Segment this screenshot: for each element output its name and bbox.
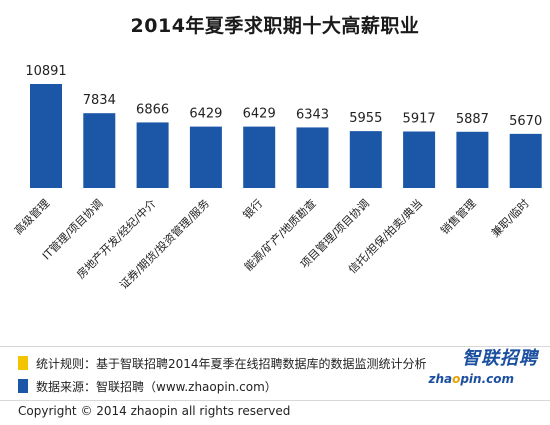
bar-1: [83, 113, 116, 188]
value-label-1: 7834: [83, 93, 116, 108]
value-label-3: 6429: [189, 107, 222, 122]
category-label-8: 销售管理: [438, 196, 479, 237]
bars-group: [30, 84, 542, 188]
chart-title: 2014年夏季求职期十大高薪职业: [130, 15, 420, 37]
legend-swatch-blue: [18, 379, 28, 393]
logo-domain-dot: o: [452, 372, 461, 386]
category-label-4: 银行: [240, 196, 265, 221]
legend-text-source: 数据来源：智联招聘（www.zhaopin.com）: [36, 379, 277, 394]
bar-7: [403, 131, 436, 188]
logo-domain-suffix: pin.com: [460, 372, 514, 386]
bar-3: [189, 126, 222, 188]
value-labels-group: 10891 7834 6866 6429 6429 6343 5955 5917 5887 567…: [25, 64, 542, 129]
value-label-0: 10891: [25, 64, 66, 79]
bar-chart: 10891 7834 6866 6429 6429 6343 5955 5917 5887 567…: [11, 64, 542, 292]
category-label-0: 高级管理: [11, 196, 52, 237]
copyright-text: Copyright © 2014 zhaopin all rights rese…: [18, 404, 291, 418]
bar-5: [296, 127, 329, 188]
logo-brand: 智联招聘: [462, 348, 538, 369]
value-label-9: 5670: [509, 114, 542, 129]
bar-0: [30, 84, 62, 188]
value-label-7: 5917: [403, 111, 436, 126]
value-label-4: 6429: [243, 107, 276, 122]
zhaopin-logo: 智联招聘 zhaopin.com: [428, 344, 538, 404]
bar-2: [136, 122, 169, 188]
logo-domain-prefix: zha: [428, 372, 453, 386]
legend-item-source: 数据来源：智联招聘（www.zhaopin.com）: [18, 375, 438, 397]
logo-domain: zhaopin.com: [428, 372, 514, 386]
value-label-6: 5955: [349, 111, 382, 126]
legend-item-rule: 统计规则：基于智联招聘2014年夏季在线招聘数据库的数据监测统计分析: [18, 352, 438, 374]
value-label-5: 6343: [296, 107, 329, 122]
legend-swatch-yellow: [18, 356, 28, 370]
legend-text-rule: 统计规则：基于智联招聘2014年夏季在线招聘数据库的数据监测统计分析: [36, 356, 427, 371]
category-label-9: 兼职/临时: [488, 196, 532, 240]
value-label-2: 6866: [136, 102, 169, 117]
bar-4: [243, 126, 276, 188]
value-label-8: 5887: [456, 112, 489, 127]
bar-6: [349, 131, 382, 188]
divider-bottom: [0, 400, 550, 401]
bar-9: [509, 133, 542, 188]
divider: [0, 346, 550, 347]
category-label-3: 证券/期货/投资管理/服务: [116, 196, 212, 292]
bar-8: [456, 131, 489, 188]
